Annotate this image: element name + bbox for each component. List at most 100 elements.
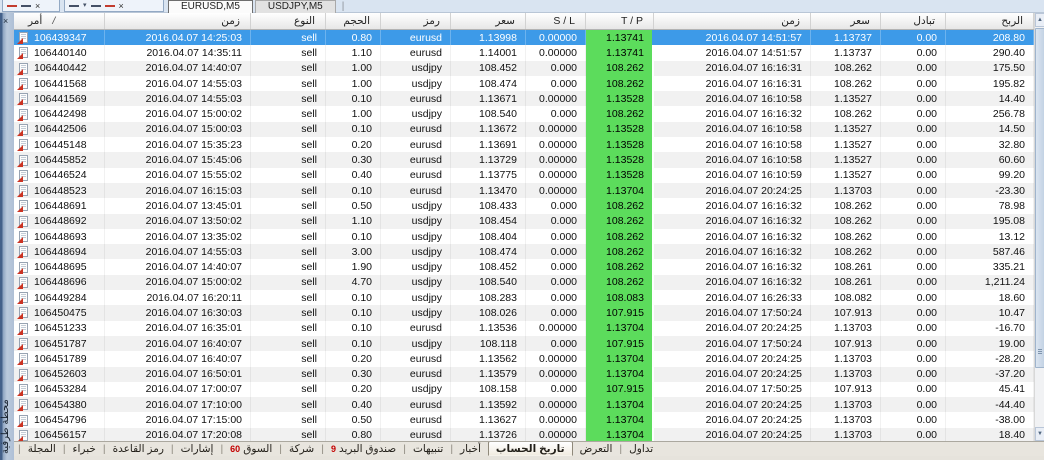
table-row[interactable]: 106454380 2016.04.07 17:10:00 sell 0.40 … [14,397,1034,413]
table-row[interactable]: 106451233 2016.04.07 16:35:01 sell 0.10 … [14,320,1034,336]
line-style-icon[interactable] [104,4,115,7]
profit: -44.40 [946,397,1034,413]
line-style-icon[interactable] [21,4,31,7]
open-time: 2016.04.07 16:15:03 [105,182,251,199]
scroll-up-icon[interactable]: ▲ [1035,13,1044,27]
symbol: eurusd [381,351,451,367]
close-time: 2016.04.07 20:24:25 [654,366,811,382]
table-row[interactable]: 106448691 2016.04.07 13:45:01 sell 0.50 … [14,198,1034,214]
bottom-tab-8[interactable]: أخبار [453,442,488,456]
table-row[interactable]: 106441569 2016.04.07 14:55:03 sell 0.10 … [14,91,1034,107]
bottom-tab-11[interactable]: تداول [622,442,660,456]
table-row[interactable]: 106451787 2016.04.07 16:40:07 sell 0.10 … [14,335,1034,352]
bottom-tab-6[interactable]: 9 صندوق البريد [324,442,403,456]
table-row[interactable]: 106442498 2016.04.07 15:00:02 sell 1.00 … [14,106,1034,122]
bottom-tab-label: السوق [243,443,273,455]
column-header-symbol[interactable]: رمز [381,13,451,29]
column-header-open-price[interactable]: سعر [451,13,526,29]
bottom-tab-7[interactable]: تنبيهات [406,442,450,456]
symbol: usdjpy [381,305,451,321]
chart-tab[interactable]: USDJPY,M5 [254,0,336,13]
bottom-tab-2[interactable]: رمز القاعدة [106,442,171,456]
volume: 0.10 [326,121,381,138]
dropdown-caret-icon[interactable]: ▾ [83,1,87,9]
close-time: 2016.04.07 16:10:58 [654,137,811,153]
close-time: 2016.04.07 20:24:25 [654,397,811,413]
close-price: 108.262 [811,75,881,92]
stop-loss: 0.00000 [526,351,586,367]
column-header-profit[interactable]: الربح [946,13,1034,29]
table-row[interactable]: 106445852 2016.04.07 15:45:06 sell 0.30 … [14,152,1034,168]
order-number: 106454796 [34,414,87,427]
table-row[interactable]: 106449284 2016.04.07 16:20:11 sell 0.10 … [14,290,1034,306]
table-row[interactable]: 106442506 2016.04.07 15:00:03 sell 0.10 … [14,121,1034,138]
tab-separator: | [450,443,454,455]
column-header-volume[interactable]: الحجم [326,13,381,29]
column-header-close-time[interactable]: زمن [654,13,811,29]
table-row[interactable]: 106450475 2016.04.07 16:30:03 sell 0.10 … [14,305,1034,321]
chart-tab-bar: EURUSD,M5 USDJPY,M5 | [168,0,348,13]
close-price: 108.262 [811,60,881,76]
bottom-tab-4[interactable]: 60 السوق [223,442,279,456]
bottom-tab-active[interactable]: تاريخ الحساب [487,442,573,456]
bottom-tab-3[interactable]: إشارات [174,442,221,456]
table-row[interactable]: 106445148 2016.04.07 15:35:23 sell 0.20 … [14,137,1034,153]
column-header-sl[interactable]: S / L [526,13,586,29]
table-row[interactable]: 106448692 2016.04.07 13:50:02 sell 1.10 … [14,213,1034,229]
table-row[interactable]: 106440140 2016.04.07 14:35:11 sell 1.10 … [14,45,1034,61]
table-row[interactable]: 106451789 2016.04.07 16:40:07 sell 0.20 … [14,351,1034,367]
close-price: 1.13703 [811,412,881,428]
take-profit: 1.13528 [586,167,654,183]
bottom-tab-1[interactable]: خبراء [66,442,103,456]
bottom-tab-0[interactable]: المجلة [21,442,63,456]
column-header-open-time[interactable]: زمن [105,13,251,29]
stop-loss: 0.000 [526,213,586,229]
table-row[interactable]: 106448693 2016.04.07 13:35:02 sell 0.10 … [14,228,1034,245]
volume: 0.10 [326,305,381,321]
volume: 0.30 [326,366,381,382]
chart-tab[interactable]: EURUSD,M5 [168,0,253,13]
column-header-order[interactable]: أمر / [14,13,105,29]
symbol: eurusd [381,412,451,428]
take-profit: 108.083 [586,290,654,306]
scrollbar-thumb[interactable] [1035,28,1044,368]
order-doc-icon [17,292,28,305]
table-row[interactable]: 106453284 2016.04.07 17:00:07 sell 0.20 … [14,381,1034,398]
column-header-close-price[interactable]: سعر [811,13,881,29]
table-row[interactable]: 106448523 2016.04.07 16:15:03 sell 0.10 … [14,182,1034,199]
line-style-icon[interactable] [7,4,17,7]
table-row[interactable]: 106456157 2016.04.07 17:20:08 sell 0.80 … [14,427,1034,441]
table-row[interactable]: 106440442 2016.04.07 14:40:07 sell 1.00 … [14,60,1034,76]
table-row[interactable]: 106448695 2016.04.07 14:40:07 sell 1.90 … [14,259,1034,275]
table-row[interactable]: 106439347 2016.04.07 14:25:03 sell 0.80 … [14,30,1034,46]
table-row[interactable]: 106448694 2016.04.07 14:55:03 sell 3.00 … [14,244,1034,260]
close-icon[interactable]: × [3,16,9,26]
profit: 335.21 [946,259,1034,275]
close-icon[interactable]: × [118,0,124,11]
bottom-tab-10[interactable]: التعرض [573,442,620,456]
order-number: 106440140 [34,46,87,59]
vertical-scrollbar[interactable]: ▲ ▼ [1034,13,1044,441]
close-icon[interactable]: × [35,0,41,11]
column-header-type[interactable]: النوع [251,13,326,29]
take-profit: 1.13704 [586,427,654,441]
scroll-down-icon[interactable]: ▼ [1035,427,1044,441]
order-number: 106450475 [34,306,87,319]
bottom-tab-label: التعرض [579,443,613,455]
terminal-vertical-label: محطة طرفية [0,399,11,454]
profit: 18.60 [946,290,1034,306]
column-header-tp[interactable]: T / P [586,13,654,29]
stop-loss: 0.00000 [526,91,586,107]
table-row[interactable]: 106441568 2016.04.07 14:55:03 sell 1.00 … [14,75,1034,92]
line-style-icon[interactable] [90,4,101,7]
table-row[interactable]: 106454796 2016.04.07 17:15:00 sell 0.50 … [14,412,1034,428]
line-style-icon[interactable] [69,4,79,7]
close-time: 2016.04.07 16:16:32 [654,244,811,260]
table-row[interactable]: 106446524 2016.04.07 15:55:02 sell 0.40 … [14,167,1034,183]
bottom-tab-5[interactable]: شركة [282,442,321,456]
table-row[interactable]: 106448696 2016.04.07 15:00:02 sell 4.70 … [14,274,1034,291]
stop-loss: 0.000 [526,305,586,321]
order-doc-icon [17,353,28,366]
table-row[interactable]: 106452603 2016.04.07 16:50:01 sell 0.30 … [14,366,1034,382]
column-header-swap[interactable]: تبادل [881,13,946,29]
